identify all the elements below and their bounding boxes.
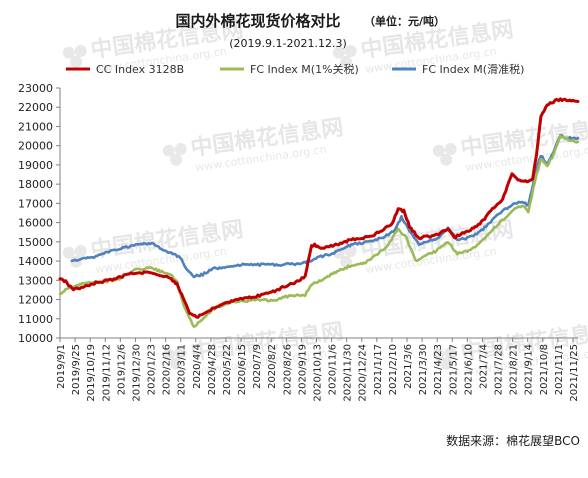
watermark-dot (70, 55, 83, 68)
x-tick-label: 2021/7/28 (494, 344, 505, 395)
x-tick-label: 2020/4/4 (192, 344, 203, 389)
x-tick-label: 2020/7/9 (252, 344, 263, 389)
y-tick-label: 18000 (18, 178, 53, 191)
x-tick-label: 2019/9/25 (71, 344, 82, 395)
series-line (70, 133, 580, 279)
x-tick-label: 2021/4/23 (433, 344, 444, 395)
x-tick-label: 2020/12/24 (358, 344, 369, 402)
x-tick-label: 2021/3/6 (403, 344, 414, 389)
x-tick-label: 2021/2/10 (388, 344, 399, 395)
legend-label: FC Index M(1%关税) (250, 62, 359, 76)
y-tick-label: 16000 (18, 217, 53, 230)
x-tick-label: 2020/8/2 (267, 344, 278, 389)
x-tick-label: 2020/11/30 (343, 344, 354, 402)
x-tick-label: 2020/6/15 (237, 344, 248, 395)
watermark-dot (340, 255, 353, 268)
x-tick-label: 2020/11/6 (328, 344, 339, 395)
watermark-dot (62, 246, 75, 259)
watermark-dot (344, 45, 357, 58)
source-note: 数据来源：棉花展望BCO (446, 433, 580, 448)
chart-subtitle: (2019.9.1-2021.12.3) (229, 37, 347, 50)
watermark-dot (174, 143, 187, 156)
watermark-dot (432, 348, 445, 361)
x-tick-label: 2020/3/11 (177, 344, 188, 395)
y-tick-label: 19000 (18, 159, 53, 172)
watermark-dot (174, 347, 187, 360)
chart-unit-note: （单位：元/吨） (364, 14, 445, 28)
series-layer (58, 97, 580, 328)
x-tick-label: 2021/10/8 (539, 344, 550, 395)
legend: CC Index 3128B FC Index M(1%关税) FC Index M… (66, 62, 524, 76)
y-tick-label: 15000 (18, 236, 53, 249)
y-tick-label: 10000 (18, 332, 53, 345)
x-tick-label: 2019/9/1 (56, 344, 67, 389)
watermark-dot (440, 357, 453, 370)
x-tick-label: 2021/3/30 (418, 344, 429, 395)
x-tick-label: 2020/1/23 (147, 344, 158, 395)
y-tick-label: 13000 (18, 274, 53, 287)
x-tick-label: 2021/1/17 (373, 344, 384, 395)
x-tick-label: 2019/11/12 (101, 344, 112, 402)
y-tick-label: 11000 (18, 313, 53, 326)
y-tick-label: 23000 (18, 82, 53, 95)
x-tick-label: 2021/9/14 (524, 344, 535, 395)
y-axis: 10000 11000 12000 13000 14000 15000 16000 17000… (18, 82, 61, 345)
legend-label: FC Index M(滑准税) (422, 62, 524, 76)
watermark-dot (162, 144, 175, 157)
x-tick-label: 2020/4/28 (207, 344, 218, 395)
x-axis: 2019/9/1 2019/9/25 2019/10/19 2019/11/12 201… (56, 337, 580, 402)
x-tick-label: 2020/2/16 (162, 344, 173, 395)
watermark-dot (444, 143, 457, 156)
y-tick-label: 17000 (18, 197, 53, 210)
watermark-dot (332, 46, 345, 59)
x-tick-label: 2019/12/30 (131, 344, 142, 402)
x-tick-label: 2020/8/26 (282, 344, 293, 395)
watermark-dot (162, 348, 175, 361)
watermark-dot (444, 347, 457, 360)
watermark-dot (170, 357, 183, 370)
y-tick-label: 20000 (18, 140, 53, 153)
watermark-dot (440, 153, 453, 166)
watermark-dot (340, 55, 353, 68)
chart-title: 国内外棉花现货价格对比 (175, 12, 340, 30)
x-tick-label: 2021/8/21 (509, 344, 520, 395)
watermark-dot (432, 144, 445, 157)
watermark-dot (74, 45, 87, 58)
series-line (58, 134, 580, 328)
y-tick-label: 22000 (18, 101, 53, 114)
watermark-dot (74, 245, 87, 258)
x-tick-label: 2021/5/17 (448, 344, 459, 395)
x-tick-label: 2021/11/1 (554, 344, 565, 395)
x-tick-label: 2021/6/10 (463, 344, 474, 395)
watermark-dot (170, 153, 183, 166)
watermark-dot (344, 245, 357, 258)
x-tick-label: 2019/12/6 (116, 344, 127, 395)
x-tick-label: 2021/7/4 (478, 344, 489, 389)
x-tick-label: 2021/11/25 (569, 344, 580, 402)
x-tick-label: 2020/9/19 (297, 344, 308, 395)
x-tick-label: 2019/10/19 (86, 344, 97, 402)
y-tick-label: 14000 (18, 255, 53, 268)
y-tick-label: 12000 (18, 294, 53, 307)
watermark-dot (62, 46, 75, 59)
legend-label: CC Index 3128B (96, 63, 184, 76)
x-tick-label: 2020/5/22 (222, 344, 233, 395)
series-line (58, 97, 580, 319)
y-tick-label: 21000 (18, 120, 53, 133)
x-tick-label: 2020/10/13 (312, 344, 323, 402)
